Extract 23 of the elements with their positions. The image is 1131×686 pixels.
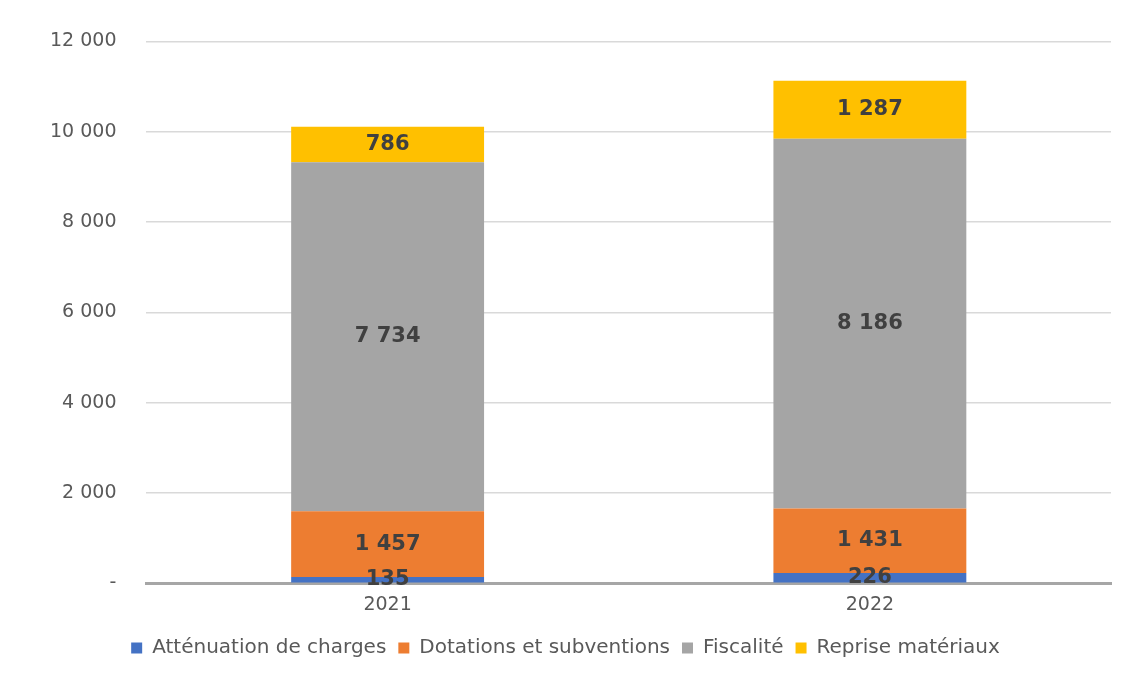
- y-tick-label: -: [109, 570, 117, 593]
- y-tick-label: 12 000: [50, 28, 117, 51]
- legend-label: Fiscalité: [703, 634, 784, 659]
- y-tick-label: 8 000: [62, 208, 117, 231]
- bar: [291, 126, 485, 163]
- bar: [773, 80, 967, 139]
- legend-label: Atténuation de charges: [152, 634, 387, 659]
- data-label: 7 734: [354, 323, 421, 348]
- bar: [773, 138, 967, 509]
- bar: [291, 162, 485, 512]
- x-tick-label: 2021: [363, 591, 412, 614]
- y-tick-label: 6 000: [62, 299, 117, 322]
- y-tick-label: 10 000: [50, 118, 117, 141]
- legend-label: Reprise matériaux: [816, 634, 1000, 659]
- y-tick-label: 4 000: [62, 389, 117, 412]
- data-label: 1 457: [354, 530, 421, 555]
- data-label: 786: [365, 130, 410, 155]
- legend-label: Dotations et subventions: [419, 634, 671, 659]
- x-tick-label: 2022: [845, 591, 895, 614]
- y-tick-label: 2 000: [62, 479, 117, 502]
- data-label: 1 431: [836, 527, 903, 552]
- data-label: 8 186: [836, 310, 903, 335]
- data-label: 1 287: [836, 96, 903, 121]
